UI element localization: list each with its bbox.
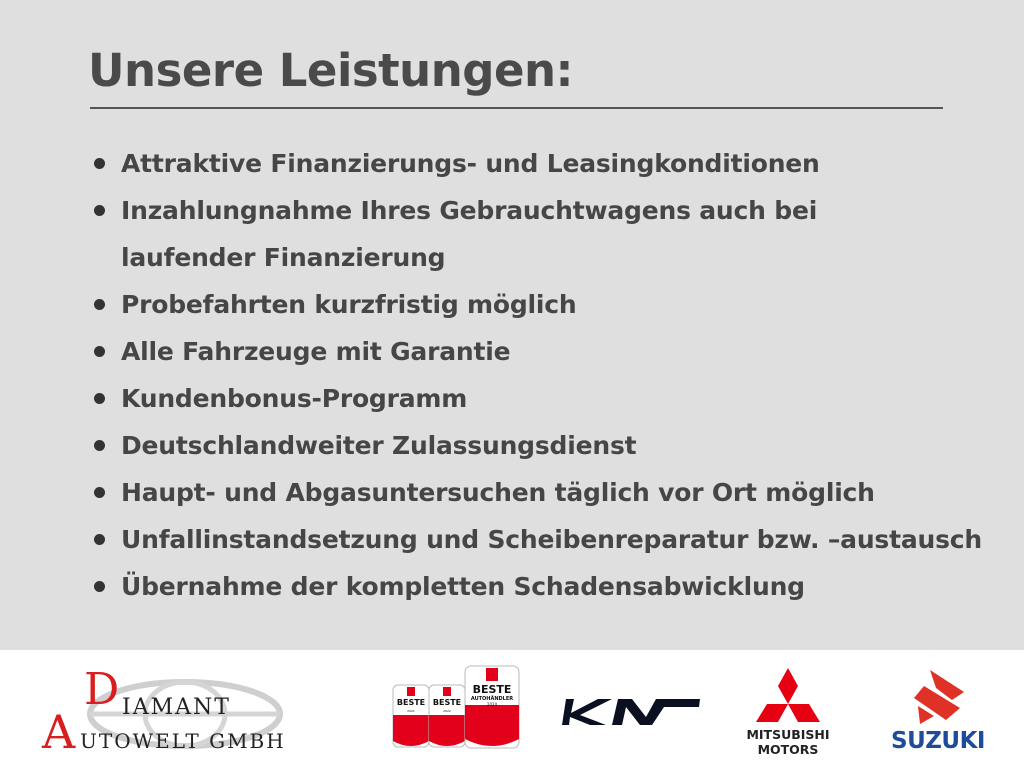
list-item: Alle Fahrzeuge mit Garantie <box>92 328 982 375</box>
badge-title: BESTE <box>433 698 461 707</box>
list-item: Inzahlungnahme Ihres Gebrauchtwagens auc… <box>92 187 982 281</box>
title-divider <box>90 107 943 109</box>
page-title: Unsere Leistungen: <box>88 44 574 97</box>
list-item: Deutschlandweiter Zulassungsdienst <box>92 422 982 469</box>
list-item-text: Inzahlungnahme Ihres Gebrauchtwagens auc… <box>121 196 818 225</box>
list-item: Übernahme der kompletten Schadensabwickl… <box>92 563 982 610</box>
badge-2021: BESTE 2021 <box>392 684 430 748</box>
services-list: Attraktive Finanzierungs- und Leasingkon… <box>92 140 982 610</box>
diamant-autowelt-logo: D IAMANT A UTOWELT GMBH <box>41 664 286 757</box>
badge-year: 2024 <box>487 702 498 707</box>
list-item-text-continued: laufender Finanzierung <box>121 243 446 272</box>
list-item: Kundenbonus-Programm <box>92 375 982 422</box>
suzuki-text: SUZUKI <box>891 728 985 751</box>
logo-line2: UTOWELT GMBH <box>80 729 286 753</box>
badge-subtitle: AUTOHÄNDLER <box>471 695 513 702</box>
kia-logo <box>562 699 700 725</box>
list-item: Probefahrten kurzfristig möglich <box>92 281 982 328</box>
list-item: Unfallinstandsetzung und Scheibenreparat… <box>92 516 982 563</box>
badge-2022: BESTE 2022 <box>428 684 466 748</box>
badge-year: 2021 <box>407 709 415 713</box>
logo-initial-d: D <box>84 664 119 715</box>
mitsubishi-logo: MITSUBISHI MOTORS <box>746 668 830 757</box>
auto-bild-badges: BESTE 2021 BESTE 2022 BESTE AUTOHÄNDLER … <box>392 665 520 749</box>
mitsubishi-text: MITSUBISHI <box>746 727 829 742</box>
badge-title: BESTE <box>397 698 425 707</box>
suzuki-logo: SUZUKI <box>891 670 985 751</box>
logo-initial-a: A <box>41 705 76 757</box>
logo-line1: IAMANT <box>122 695 231 720</box>
footer-logo-band: D IAMANT A UTOWELT GMBH BESTE 2021 BESTE… <box>0 650 1024 768</box>
badge-year: 2022 <box>443 709 451 713</box>
list-item: Haupt- und Abgasuntersuchen täglich vor … <box>92 469 982 516</box>
badge-2024: BESTE AUTOHÄNDLER 2024 <box>464 665 520 749</box>
badge-title: BESTE <box>473 683 512 696</box>
list-item: Attraktive Finanzierungs- und Leasingkon… <box>92 140 982 187</box>
motors-text: MOTORS <box>758 742 819 757</box>
